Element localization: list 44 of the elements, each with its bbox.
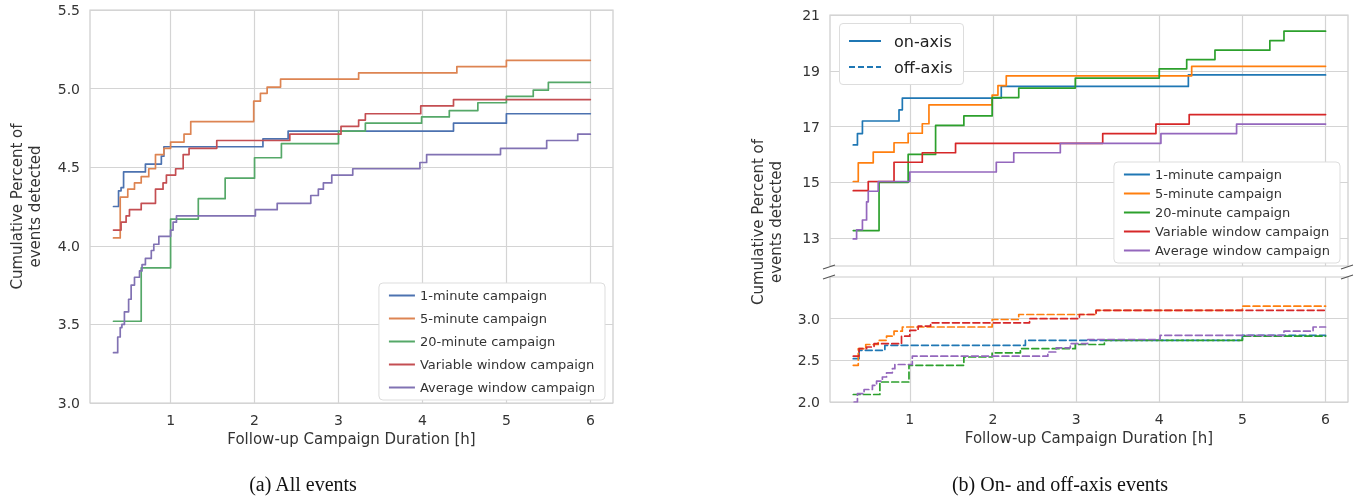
x-tick-label: 1	[166, 412, 176, 428]
x-tick-label: 6	[585, 412, 595, 428]
y-tick-label: 17	[802, 118, 820, 135]
annotation: off-axis	[894, 57, 953, 77]
y-axis-title: Cumulative Percent of events detected	[749, 138, 785, 306]
y-tick-label: 19	[802, 62, 820, 79]
legend-label: Variable window campaign	[419, 357, 595, 372]
legend-label: 20-minute campaign	[419, 334, 556, 349]
x-tick-label: 6	[1321, 411, 1331, 427]
x-tick-label: 2	[988, 411, 998, 427]
y-tick-label: 3.0	[797, 310, 820, 327]
annotation: on-axis	[894, 31, 952, 51]
x-tick-label: 2	[250, 412, 259, 428]
legend-label: Variable window campaign	[1154, 224, 1330, 239]
legend-label: 1-minute campaign	[1154, 167, 1282, 182]
x-axis-title: Follow-up Campaign Duration [h]	[964, 429, 1214, 448]
x-tick-label: 4	[417, 412, 427, 428]
text: (b) On- and off-axis events	[951, 473, 1169, 496]
x-tick-label: 3	[1071, 411, 1081, 427]
x-tick-label: 5	[1237, 411, 1247, 427]
y-axis-title: Cumulative Percent of events detected	[8, 122, 44, 290]
y-tick-label: 4.5	[57, 159, 80, 176]
text: (a) All events	[249, 473, 357, 496]
y-tick-label: 5.5	[57, 2, 80, 18]
y-tick-label: 2.5	[797, 352, 820, 369]
y-tick-label: 3.5	[57, 316, 80, 333]
x-axis-title: Follow-up Campaign Duration [h]	[227, 430, 476, 449]
legend-label: 5-minute campaign	[419, 311, 547, 326]
y-tick-label: 13	[802, 230, 820, 247]
y-tick-label: 5.0	[57, 80, 80, 97]
y-tick-label: 4.0	[57, 237, 80, 254]
legend-label: 5-minute campaign	[1154, 186, 1282, 201]
x-tick-label: 4	[1154, 411, 1164, 427]
y-tick-label: 15	[802, 174, 820, 191]
legend-label: Average window campaign	[1154, 243, 1331, 258]
x-tick-label: 5	[501, 412, 511, 428]
legend-label: Average window campaign	[419, 380, 596, 395]
x-tick-label: 3	[334, 412, 343, 428]
legend-label: 1-minute campaign	[419, 288, 547, 303]
legend-label: 20-minute campaign	[1154, 205, 1291, 220]
y-tick-label: 21	[802, 7, 820, 23]
y-tick-label: 2.0	[797, 394, 820, 410]
y-tick-label: 3.0	[57, 395, 80, 411]
x-tick-label: 1	[905, 411, 915, 427]
